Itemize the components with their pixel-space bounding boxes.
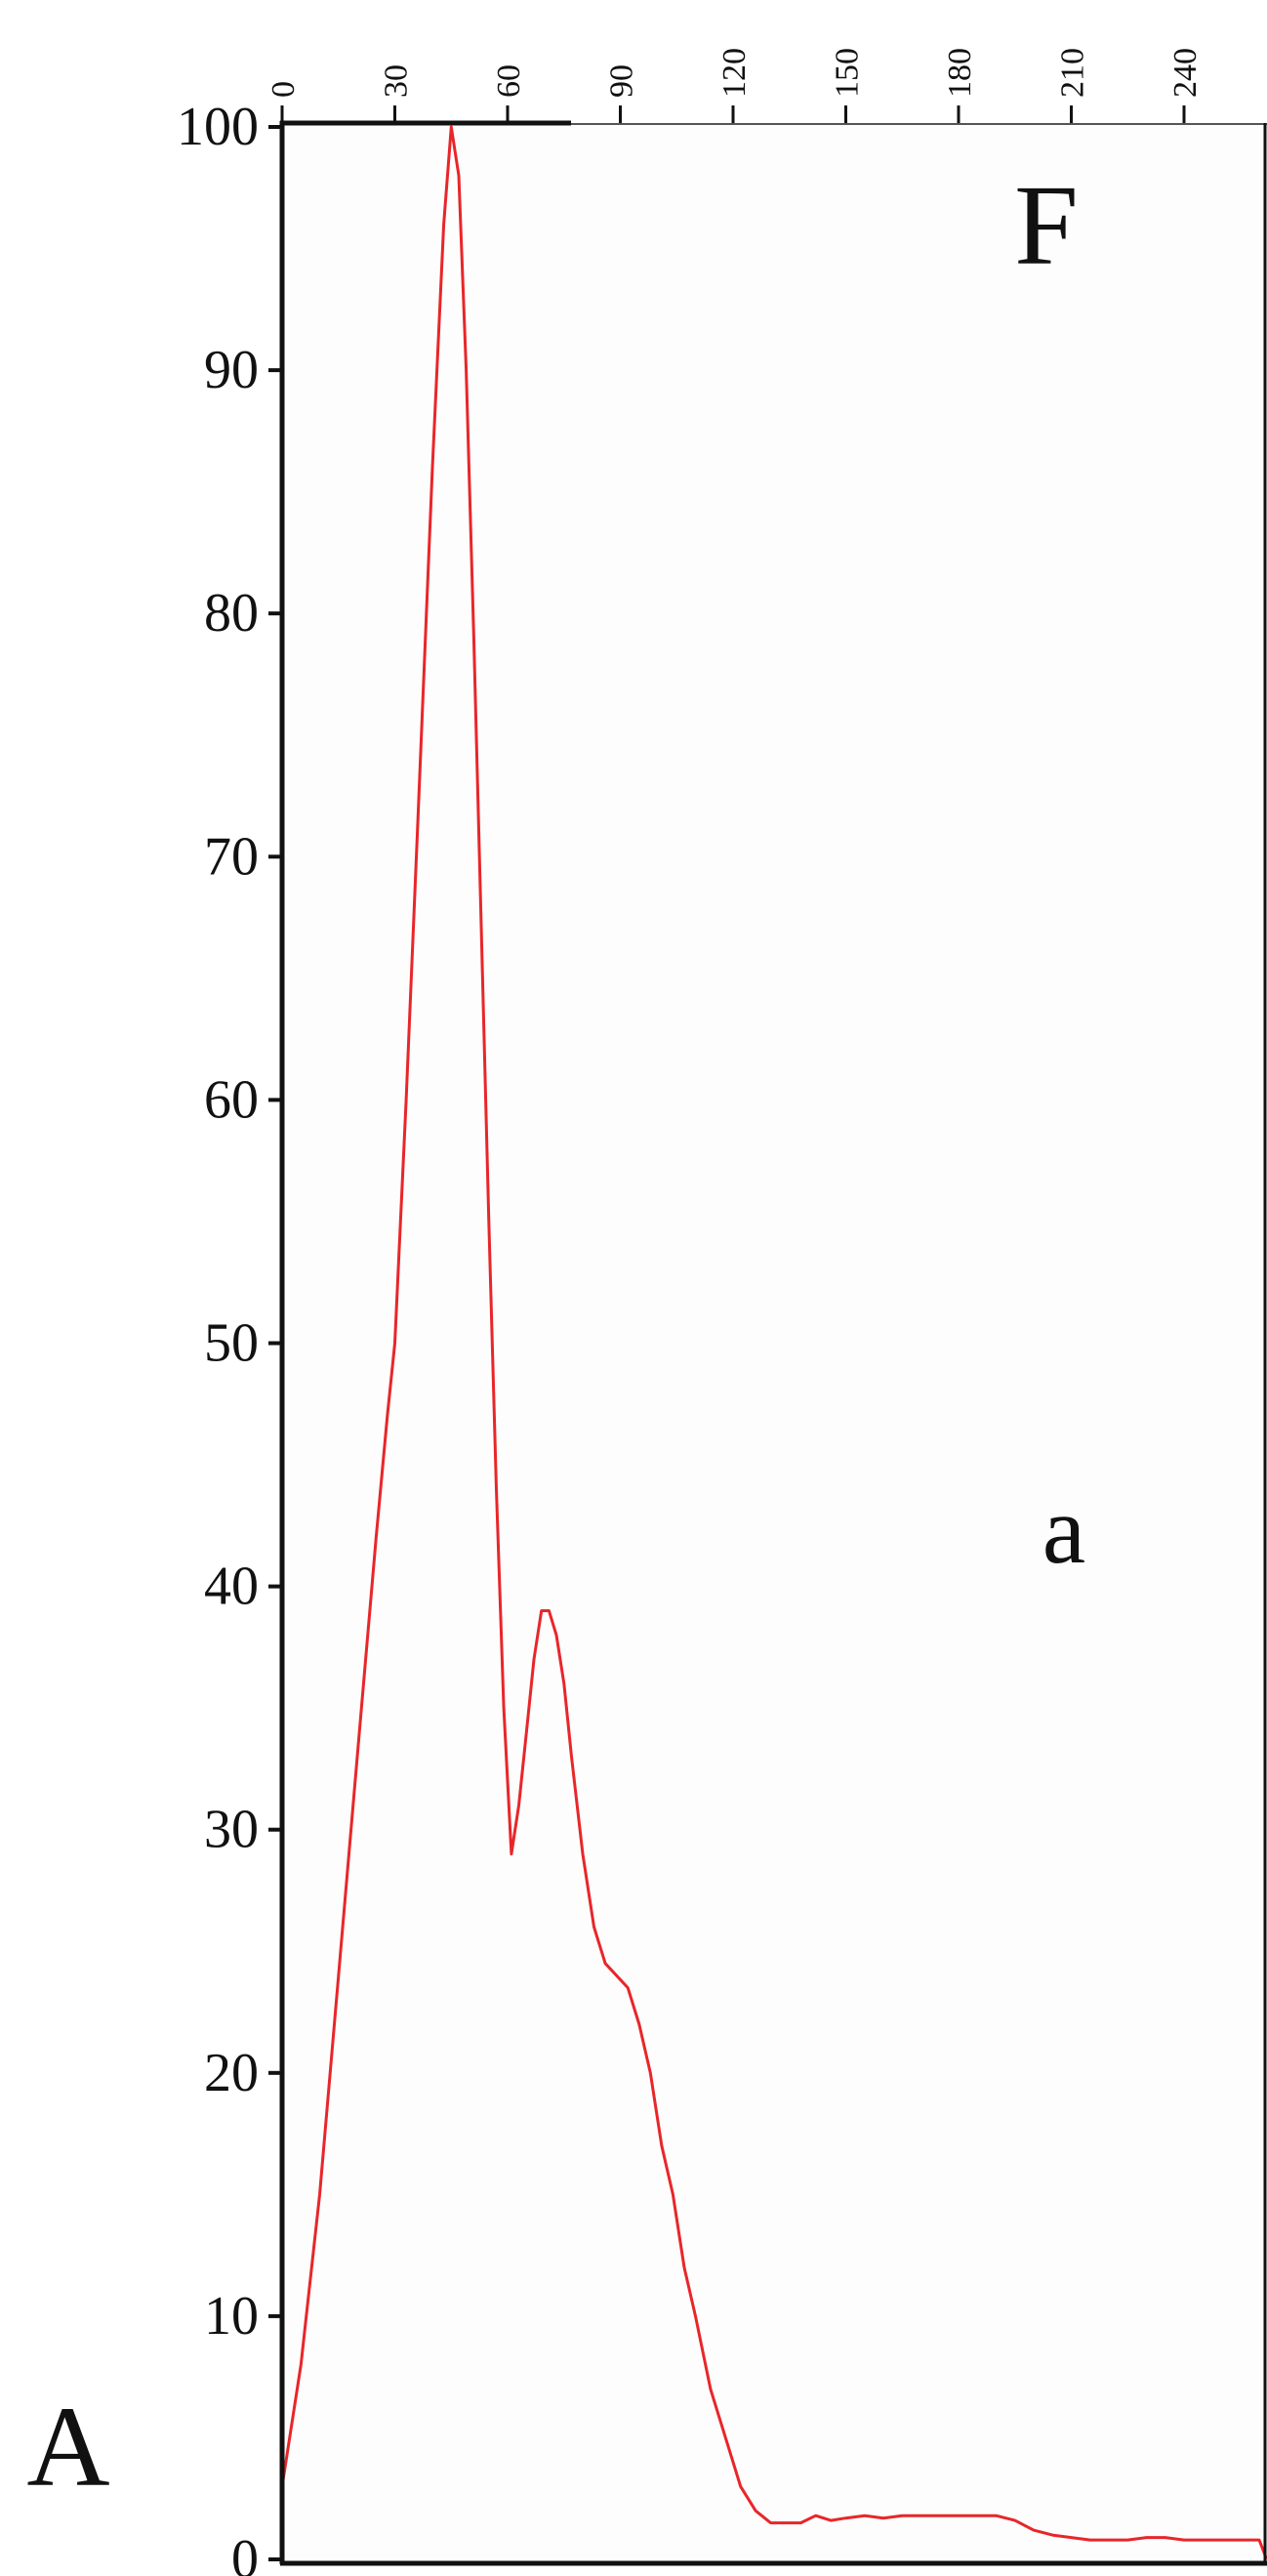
x-tick-label: 60: [491, 64, 527, 98]
y-tick-label: 100: [177, 97, 259, 157]
y-tick-label: 80: [204, 583, 259, 644]
y-tick-label: 60: [204, 1069, 259, 1130]
y-tick-label: 20: [204, 2043, 259, 2103]
series-group: [280, 125, 1267, 2560]
x-tick-label: 0: [266, 81, 302, 98]
y-tick-label: 40: [204, 1557, 259, 1617]
x-tick-label: 90: [604, 64, 640, 98]
x-tick-label: 210: [1055, 48, 1091, 98]
sub-label: a: [1042, 1475, 1085, 1584]
y-tick-label: 70: [204, 826, 259, 887]
y-tick-label: 10: [204, 2286, 259, 2347]
y-tick-label: 30: [204, 1800, 259, 1860]
x-axis: 0 30 60 90 120 150 180 210 240: [266, 48, 1204, 123]
corner-label: F: [1014, 161, 1079, 289]
y-tick-label: 50: [204, 1313, 259, 1374]
panel-label: A: [26, 2383, 109, 2511]
x-tick-label: 120: [716, 48, 753, 98]
plot-frame: [279, 120, 1267, 2566]
y-axis: 0 10 20 30 40 50 60 70 80 90 100: [177, 97, 282, 2576]
x-tick-label: 150: [830, 48, 866, 98]
plot-area: [282, 123, 1267, 2562]
x-tick-label: 30: [379, 64, 415, 98]
y-tick-label: 0: [231, 2529, 259, 2576]
x-tick-label: 180: [942, 48, 978, 98]
x-tick-label: 240: [1167, 48, 1204, 98]
series-line: [280, 125, 1267, 2560]
y-tick-label: 90: [204, 340, 259, 400]
